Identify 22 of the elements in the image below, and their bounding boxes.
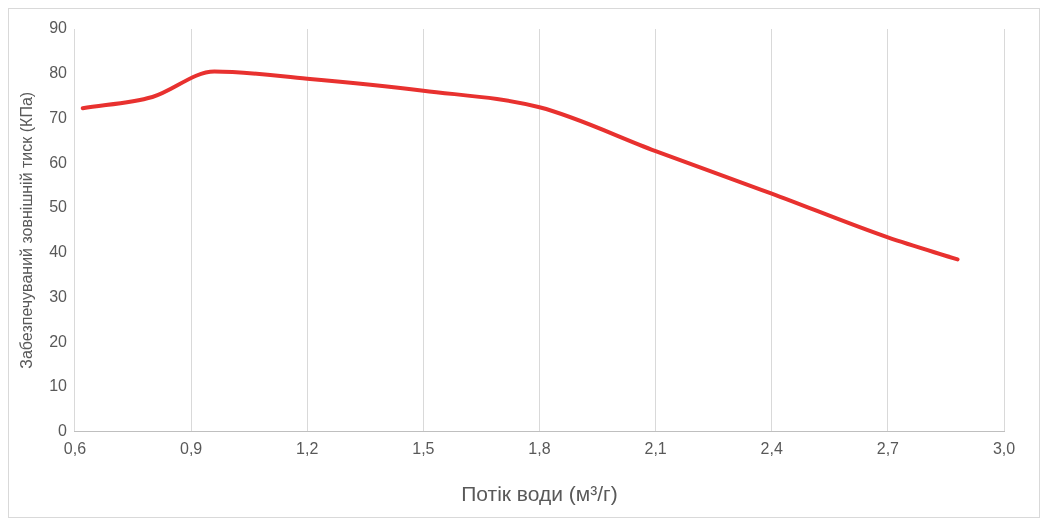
y-tick-label: 70 [49, 108, 68, 126]
y-tick-label: 0 [58, 422, 68, 440]
x-axis-title: Потік води (м³/г) [461, 482, 618, 506]
x-tick-label: 0,6 [63, 439, 87, 457]
y-tick-label: 20 [49, 332, 68, 350]
x-tick-label: 2,7 [876, 439, 900, 457]
x-tick-label: 1,5 [412, 439, 435, 457]
x-tick-label: 2,4 [760, 439, 783, 457]
x-tick-label: 3,0 [992, 439, 1016, 457]
x-tick-label: 2,1 [644, 439, 667, 457]
y-tick-label: 60 [49, 153, 68, 171]
x-tick-label: 1,8 [528, 439, 551, 457]
y-tick-label: 30 [49, 287, 68, 305]
y-tick-label: 80 [49, 64, 68, 82]
y-tick-label: 40 [49, 243, 68, 261]
y-axis-title: Забезпечуваний зовнішній тиск (КПа) [18, 91, 36, 369]
y-tick-label: 90 [49, 19, 68, 37]
x-tick-label: 0,9 [180, 439, 203, 457]
y-tick-label: 10 [49, 377, 68, 395]
y-tick-label: 50 [49, 198, 68, 216]
x-tick-label: 1,2 [296, 439, 319, 457]
line-series [80, 69, 960, 262]
